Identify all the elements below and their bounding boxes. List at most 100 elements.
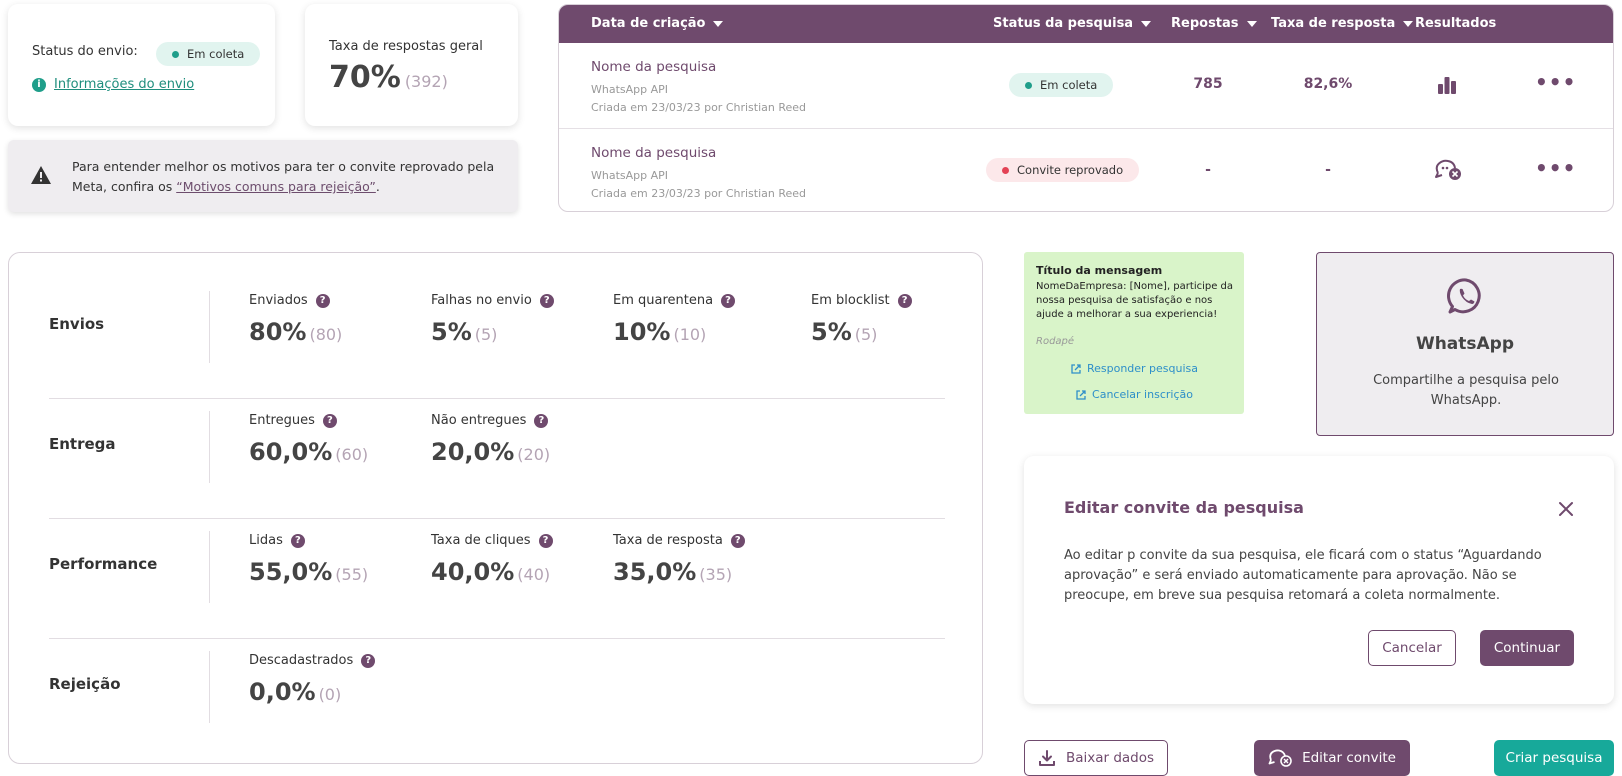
column-header-rate[interactable]: Taxa de resposta (1271, 16, 1414, 31)
whatsapp-share-card[interactable]: WhatsApp Compartilhe a pesquisa pelo Wha… (1316, 252, 1614, 436)
row-separator (49, 638, 945, 639)
help-icon[interactable]: ? (322, 413, 337, 428)
metric-count: (55) (335, 565, 369, 584)
response-rate-label: Taxa de respostas geral (329, 39, 483, 54)
column-header-responses[interactable]: Repostas (1171, 16, 1257, 31)
metrics-row-title: Envios (49, 315, 105, 333)
info-link[interactable]: Informações do envio (54, 77, 195, 92)
responses-count: 785 (1193, 76, 1223, 92)
survey-created: Criada em 23/03/23 por Christian Reed (591, 101, 807, 114)
modal-body: Ao editar p convite da sua pesquisa, ele… (1064, 548, 1542, 603)
edit-invite-button[interactable]: Editar convite (1254, 740, 1410, 776)
info-link-row[interactable]: i Informações do envio (32, 77, 194, 92)
divider (209, 651, 210, 723)
metric-count: (80) (309, 325, 343, 344)
metric-label: Em blocklist (811, 293, 890, 308)
metric-label: Enviados (249, 293, 308, 308)
survey-channel: WhatsApp API (591, 169, 669, 182)
help-icon[interactable]: ? (538, 533, 553, 548)
status-badge: Em coleta (156, 42, 261, 66)
warning-suffix: . (375, 179, 380, 194)
help-icon[interactable]: ? (315, 293, 330, 308)
more-options-icon[interactable]: ••• (1535, 156, 1577, 180)
download-data-button[interactable]: Baixar dados (1024, 740, 1168, 776)
status-label: Status do envio: (32, 44, 138, 59)
metric-label: Falhas no envio (431, 293, 532, 308)
respond-survey-link[interactable]: Responder pesquisa (1024, 362, 1244, 375)
caret-down-icon (1246, 20, 1257, 27)
metric-label: Taxa de cliques (431, 533, 531, 548)
survey-name[interactable]: Nome da pesquisa (591, 59, 717, 75)
table-row[interactable]: Nome da pesquisa WhatsApp API Criada em … (559, 128, 1613, 211)
external-link-icon (1071, 363, 1081, 374)
responses-count: - (1205, 162, 1211, 178)
status-dot-icon (172, 50, 179, 58)
caret-down-icon (1141, 20, 1152, 27)
column-header-rate-label: Taxa de resposta (1271, 16, 1396, 31)
metric-quarantine: Em quarentena? 10% (10) (613, 293, 736, 346)
status-badge-label: Em coleta (1040, 78, 1098, 92)
metric-label: Lidas (249, 533, 283, 548)
rejection-reasons-link[interactable]: “Motivos comuns para rejeição” (176, 179, 376, 194)
metrics-row-performance: Performance Lidas? 55,0% (55) Taxa de cli… (49, 519, 945, 639)
metric-response-rate: Taxa de resposta? 35,0% (35) (613, 533, 745, 586)
warning-text: Para entender melhor os motivos para ter… (72, 157, 502, 197)
metrics-row-envios: Envios Enviados? 80% (80) Falhas no envio… (49, 279, 945, 399)
survey-name[interactable]: Nome da pesquisa (591, 145, 717, 161)
column-header-created[interactable]: Data de criação (591, 16, 724, 31)
help-icon[interactable]: ? (539, 293, 554, 308)
more-options-icon[interactable]: ••• (1535, 70, 1577, 94)
column-header-status[interactable]: Status da pesquisa (993, 16, 1152, 31)
response-rate-card: Taxa de respostas geral 70% (392) (305, 4, 518, 126)
preview-body: NomeDaEmpresa: [Nome], participe da noss… (1036, 281, 1234, 320)
preview-title: Título da mensagem (1036, 264, 1163, 277)
metric-label: Não entregues (431, 413, 527, 428)
chat-error-icon (1268, 749, 1292, 767)
metric-unsubscribed: Descadastrados? 0,0% (0) (249, 653, 376, 706)
warning-banner: Para entender melhor os motivos para ter… (8, 140, 518, 212)
response-rate: - (1325, 162, 1331, 178)
metric-click-rate: Taxa de cliques? 40,0% (40) (431, 533, 553, 586)
metric-label: Em quarentena (613, 293, 714, 308)
column-header-responses-label: Repostas (1171, 16, 1239, 31)
metric-value: 5% (431, 318, 472, 346)
cancel-subscription-link[interactable]: Cancelar inscrição (1024, 388, 1244, 401)
help-icon[interactable]: ? (534, 413, 549, 428)
table-row[interactable]: Nome da pesquisa WhatsApp API Criada em … (559, 43, 1613, 128)
metric-value: 0,0% (249, 678, 316, 706)
chat-error-icon[interactable] (1434, 159, 1462, 181)
metrics-row-rejeicao: Rejeição Descadastrados? 0,0% (0) (49, 639, 945, 759)
metric-sent: Enviados? 80% (80) (249, 293, 342, 346)
help-icon[interactable]: ? (721, 293, 736, 308)
preview-footer: Rodapé (1036, 336, 1075, 347)
respond-survey-label: Responder pesquisa (1086, 362, 1199, 375)
column-header-created-label: Data de criação (591, 16, 706, 31)
metric-value: 55,0% (249, 558, 333, 586)
help-icon[interactable]: ? (897, 293, 912, 308)
cancel-subscription-label: Cancelar inscrição (1092, 388, 1193, 401)
help-icon[interactable]: ? (290, 533, 305, 548)
create-survey-button[interactable]: Criar pesquisa (1494, 740, 1614, 776)
edit-invite-modal: Editar convite da pesquisa Ao editar p c… (1024, 456, 1614, 704)
close-icon[interactable] (1557, 500, 1575, 518)
metric-count: (5) (474, 325, 498, 344)
divider (209, 411, 210, 483)
metric-count: (20) (517, 445, 551, 464)
metric-count: (0) (318, 685, 342, 704)
cancel-button[interactable]: Cancelar (1368, 630, 1456, 666)
continue-button[interactable]: Continuar (1480, 630, 1574, 666)
edit-invite-label: Editar convite (1302, 750, 1396, 766)
help-icon[interactable]: ? (730, 533, 745, 548)
metrics-row-title: Rejeição (49, 675, 121, 693)
caret-down-icon (713, 20, 724, 27)
warning-message: Para entender melhor os motivos para ter… (72, 159, 495, 194)
metric-blocklist: Em blocklist? 5% (5) (811, 293, 912, 346)
metrics-panel: Envios Enviados? 80% (80) Falhas no envio… (8, 252, 983, 764)
metric-read: Lidas? 55,0% (55) (249, 533, 368, 586)
help-icon[interactable]: ? (361, 653, 376, 668)
bar-chart-icon[interactable] (1437, 76, 1457, 94)
metric-not-delivered: Não entregues? 20,0% (20) (431, 413, 550, 466)
status-card: Status do envio: Em coleta i Informações… (8, 4, 275, 126)
column-header-results-label: Resultados (1415, 16, 1497, 31)
status-badge: Em coleta (1009, 73, 1114, 97)
